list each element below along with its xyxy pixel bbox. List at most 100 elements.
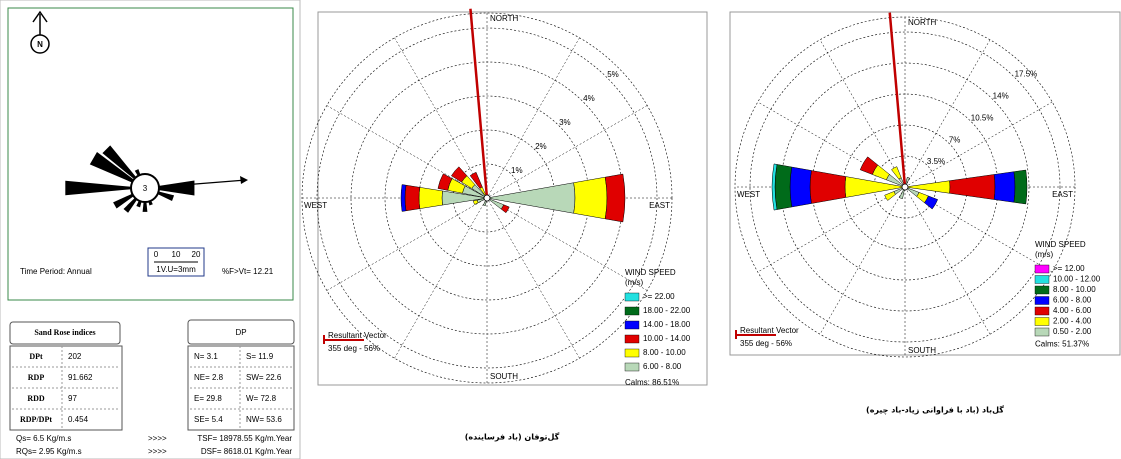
ring-label: 1% <box>511 166 523 175</box>
dp-value: W= 72.8 <box>246 394 277 403</box>
wedge <box>500 204 510 214</box>
legend-label: 6.00 - 8.00 <box>1053 296 1092 305</box>
wedge <box>486 182 576 214</box>
dir-label: SOUTH <box>490 372 518 381</box>
arrow-head <box>240 176 248 184</box>
dir-label: WEST <box>737 190 760 199</box>
compass-head <box>32 10 48 23</box>
dp-value: S= 11.9 <box>246 352 274 361</box>
flux-label: Qs= 6.5 Kg/m.s <box>16 434 71 443</box>
wedge <box>573 176 608 220</box>
legend-unit: (m/s) <box>625 278 644 287</box>
legend-label: >= 12.00 <box>1053 264 1085 273</box>
wedge <box>859 156 879 175</box>
resultant-line <box>888 12 907 188</box>
legend-unit: (m/s) <box>1035 250 1054 259</box>
indices-table <box>9 345 123 431</box>
ring-label: 4% <box>583 94 595 103</box>
center <box>483 194 491 202</box>
resultant-value: 355 deg - 56% <box>328 344 380 353</box>
ring-label: 2% <box>535 142 547 151</box>
wedge <box>473 199 479 205</box>
legend-title: WIND SPEED <box>1035 240 1086 249</box>
center <box>901 183 909 191</box>
scale-unit: 1V.U=3mm <box>156 265 196 274</box>
flux-value: TSF= 18978.55 Kg/m.Year <box>197 434 292 443</box>
legend-label: 2.00 - 4.00 <box>1053 317 1092 326</box>
wedge <box>437 173 453 191</box>
ring-label: 7% <box>949 135 961 144</box>
dp-value: SE= 5.4 <box>194 415 223 424</box>
index-value: 97 <box>68 394 77 403</box>
legend-swatch <box>1034 275 1050 284</box>
dp-title: DP <box>235 328 246 337</box>
flux-value: DSF= 8618.01 Kg/m.Year <box>201 447 292 456</box>
index-name: RDP <box>28 373 45 382</box>
dp-title-box <box>187 319 295 345</box>
ring-label: 5% <box>607 70 619 79</box>
wedge <box>884 191 896 201</box>
index-value: 0.454 <box>68 415 89 424</box>
ring-label: 17.5% <box>1015 70 1038 79</box>
legend-swatch <box>1034 264 1050 274</box>
resultant-title: Resultant Vector <box>740 326 799 335</box>
calms: Calms: 86.51% <box>625 378 679 387</box>
legend-swatch <box>624 362 640 372</box>
flux-arrow: >>>> <box>148 434 167 443</box>
scale-tick: 10 <box>172 250 181 259</box>
legend-swatch <box>624 334 640 344</box>
sand-rose-frame <box>7 7 294 301</box>
dir-label: EAST <box>649 201 670 210</box>
wedge <box>451 166 468 183</box>
dir-label: WEST <box>304 201 327 210</box>
resultant-key <box>323 335 364 344</box>
legend-swatch <box>1034 296 1050 305</box>
legend-swatch <box>1034 306 1050 316</box>
legend-label: 10.00 - 12.00 <box>1053 275 1101 284</box>
ring-label: 3.5% <box>927 157 945 166</box>
wedge <box>891 166 902 180</box>
legend-swatch <box>1034 327 1050 337</box>
dp-value: N= 3.1 <box>194 352 218 361</box>
legend-swatch <box>1034 285 1050 295</box>
legend-swatch <box>624 320 640 330</box>
wedge <box>949 174 996 200</box>
sand-wedge <box>145 180 195 196</box>
wedge <box>604 173 626 223</box>
caption: گل‌باد (باد با فراوانی زیاد-باد چیره) <box>866 405 1004 415</box>
dp-value: E= 29.8 <box>194 394 222 403</box>
ring-label: 10.5% <box>971 113 994 122</box>
resultant-key <box>735 330 776 339</box>
wedge <box>404 184 421 212</box>
dir-label: SOUTH <box>908 346 936 355</box>
wedge <box>771 163 778 211</box>
resultant-value: 355 deg - 56% <box>740 339 792 348</box>
dir-label: NORTH <box>908 18 937 27</box>
legend-label: 0.50 - 2.00 <box>1053 327 1092 336</box>
ring-label: 3% <box>559 118 571 127</box>
ring <box>316 27 658 369</box>
center-label: 3 <box>143 184 148 193</box>
compass-label: N <box>37 40 43 49</box>
sand-wedge <box>89 151 145 188</box>
wedge <box>924 195 938 210</box>
dir-label: EAST <box>1052 190 1073 199</box>
threshold: %F>Vt= 12.21 <box>222 267 274 276</box>
wedge <box>809 170 847 204</box>
spoke <box>757 101 1053 273</box>
index-name: DPt <box>29 352 43 361</box>
calms: Calms: 51.37% <box>1035 340 1089 349</box>
legend-label: 6.00 - 8.00 <box>643 362 682 371</box>
legend-label: 8.00 - 10.00 <box>643 348 686 357</box>
spoke <box>757 101 1053 273</box>
index-value: 91.662 <box>68 373 93 382</box>
resultant-arrow <box>144 179 247 189</box>
sand-wedge <box>65 180 145 196</box>
wedge <box>469 171 483 189</box>
caption: گل‌توفان (باد فرساینده) <box>465 432 560 442</box>
index-name: RDP/DPt <box>20 415 52 424</box>
dp-value: SW= 22.6 <box>246 373 282 382</box>
legend-label: 14.00 - 18.00 <box>643 320 691 329</box>
flux-arrow: >>>> <box>148 447 167 456</box>
